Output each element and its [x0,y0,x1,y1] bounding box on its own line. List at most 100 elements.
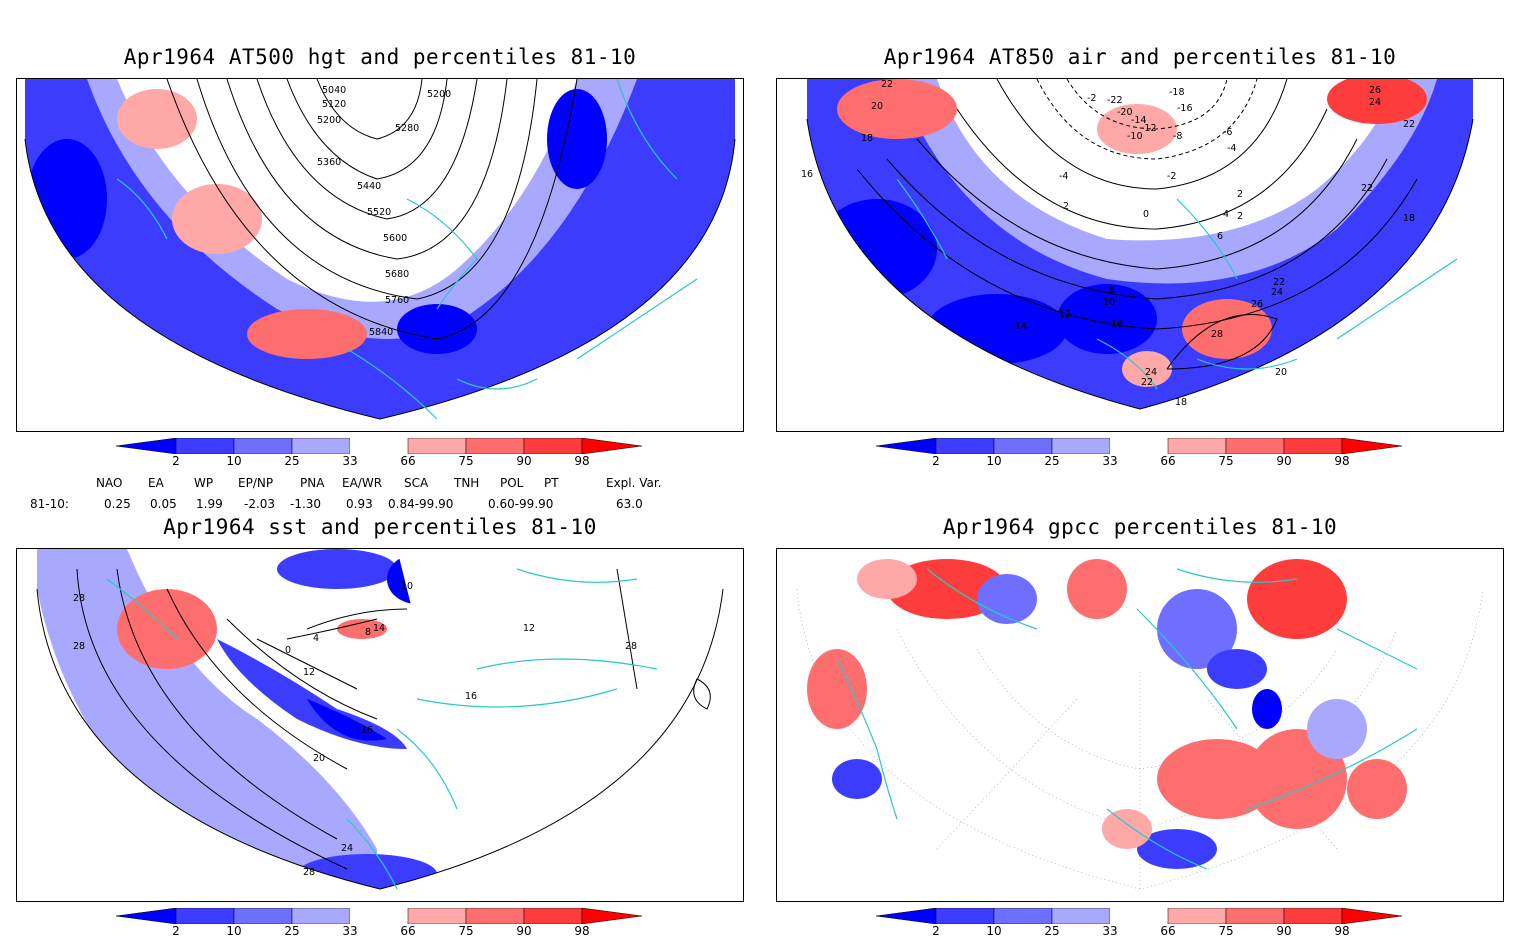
svg-text:5600: 5600 [383,233,407,244]
index-value-eawr: 0.93 [346,497,373,511]
colorbar-tick: 75 [1218,924,1234,938]
panel-title-hgt500: Apr1964 AT500 hgt and percentiles 81-10 [123,45,637,69]
percentile-shading [37,549,723,889]
svg-text:4: 4 [1223,209,1229,220]
svg-text:26: 26 [1369,85,1381,96]
panel-title-sst: Apr1964 sst and percentiles 81-10 [163,515,597,539]
svg-text:-22: -22 [1107,95,1123,106]
colorbar-tick: 10 [226,454,242,468]
index-header-wp: WP [194,476,214,490]
height-contours [166,79,578,340]
colorbar-tick: 66 [400,924,416,938]
svg-text:18: 18 [861,133,873,144]
coastlines [106,568,658,890]
svg-text:22: 22 [881,79,893,90]
svg-text:-14: -14 [1131,115,1147,126]
colorbar-tick: 90 [516,924,532,938]
colorbar-tick: 98 [1334,924,1350,938]
svg-text:18: 18 [1403,213,1415,224]
map-panel-gpcc [776,548,1504,902]
svg-text:16: 16 [465,691,477,702]
svg-text:6: 6 [1217,231,1223,242]
svg-text:28: 28 [1211,329,1223,340]
svg-text:0: 0 [1143,209,1149,220]
colorbar-swatches [875,437,1403,455]
svg-text:14: 14 [373,623,385,634]
colorbar-tick: 98 [1334,454,1350,468]
colorbar-bottom-right: 2 10 25 33 66 75 90 98 [875,907,1436,948]
colorbar-tick: 10 [226,924,242,938]
index-value-pna: -1.30 [290,497,322,511]
svg-text:22: 22 [1273,277,1285,288]
svg-text:24: 24 [1369,97,1381,108]
svg-text:-2: -2 [1167,171,1176,182]
svg-text:-4: -4 [1227,143,1236,154]
colorbar-top-right: 2 10 25 33 66 75 90 98 [875,437,1436,478]
svg-text:2: 2 [1237,189,1243,200]
svg-text:24: 24 [1271,287,1283,298]
colorbar-tick: 66 [1160,454,1176,468]
svg-text:4: 4 [313,633,319,644]
svg-text:5200: 5200 [427,89,451,100]
svg-text:24: 24 [341,843,353,854]
map-panel-air850: 22 20 18 16 -2 -22 -20 -18 -16 -14 -12 -… [776,78,1504,432]
colorbar-tick: 75 [458,924,474,938]
svg-text:12: 12 [303,667,315,678]
colorbar-tick: 2 [932,924,940,938]
colorbar-tick: 90 [1276,924,1292,938]
svg-text:16: 16 [801,169,813,180]
svg-text:-16: -16 [1177,103,1193,114]
svg-text:-2: -2 [1087,93,1096,104]
colorbar-top-left: 2 10 25 33 66 75 90 98 [115,437,676,478]
colorbar-tick: 25 [284,924,300,938]
colorbar-tick: 33 [342,924,358,938]
index-header-pol: POL [500,476,524,490]
contour-labels: 5040 5120 5200 5200 5280 5360 5440 5520 … [317,85,451,338]
svg-text:5040: 5040 [322,85,346,96]
svg-text:22: 22 [1141,377,1153,388]
map-panel-hgt500: 5040 5120 5200 5200 5280 5360 5440 5520 … [16,78,744,432]
colorbar-tick: 66 [1160,924,1176,938]
map-edge [24,138,736,420]
index-value-pol-pt: 0.60-99.90 [488,497,554,511]
svg-text:12: 12 [523,623,535,634]
index-value-sca-tnh: 0.84-99.90 [388,497,454,511]
svg-text:28: 28 [625,641,637,652]
percentile-shading [25,79,735,419]
svg-text:-12: -12 [1141,123,1157,134]
svg-text:16: 16 [1111,319,1123,330]
index-header-pna: PNA [300,476,325,490]
colorbar-tick: 90 [516,454,532,468]
svg-text:22: 22 [1403,119,1415,130]
svg-text:-8: -8 [1173,131,1182,142]
coastlines [836,568,1418,870]
svg-text:-20: -20 [1117,107,1133,118]
svg-text:10: 10 [401,581,413,592]
colorbar-tick: 25 [1044,924,1060,938]
svg-text:5440: 5440 [357,181,381,192]
index-header-pt: PT [544,476,559,490]
index-header-ea: EA [148,476,164,490]
index-value-epnp: -2.03 [244,497,276,511]
colorbar-tick: 10 [986,924,1002,938]
index-row-label: 81-10: [30,497,69,511]
contour-labels: 28 28 0 4 8 12 16 16 20 24 28 28 12 14 1… [73,581,637,878]
coastlines [896,178,1458,390]
colorbar-tick: 33 [342,454,358,468]
index-header-epnp: EP/NP [238,476,274,490]
contour-labels: 22 20 18 16 -2 -22 -20 -18 -16 -14 -12 -… [801,79,1415,408]
colorbar-swatches [115,907,643,925]
svg-text:28: 28 [73,641,85,652]
colorbar-tick: 2 [172,924,180,938]
colorbar-tick: 10 [986,454,1002,468]
colorbar-swatches [875,907,1403,925]
svg-text:20: 20 [871,101,883,112]
svg-text:16: 16 [361,725,373,736]
svg-text:5840: 5840 [369,327,393,338]
svg-text:26: 26 [1251,299,1263,310]
index-value-explvar: 63.0 [616,497,643,511]
svg-text:10: 10 [1103,297,1115,308]
svg-text:2: 2 [1237,211,1243,222]
svg-text:14: 14 [1015,321,1027,332]
colorbar-tick: 33 [1102,454,1118,468]
